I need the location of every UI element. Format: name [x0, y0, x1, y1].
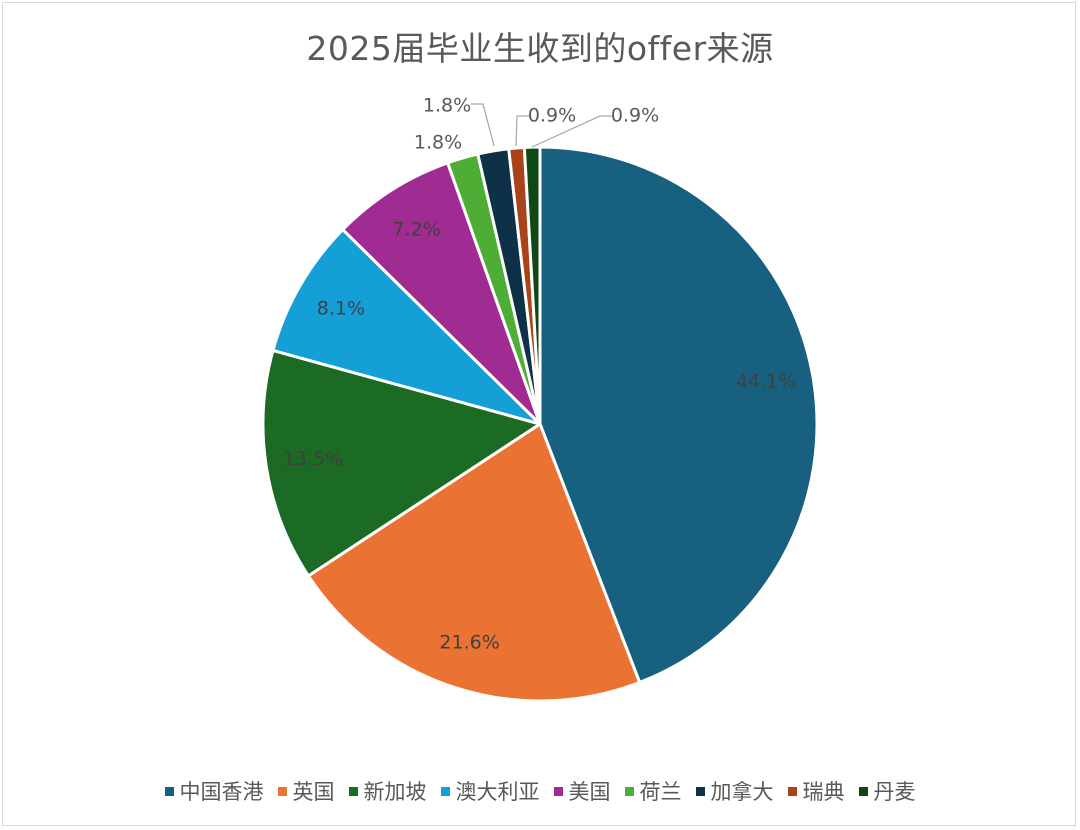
legend-swatch — [624, 786, 634, 796]
pie-slice — [341, 161, 542, 426]
legend-item: 中国香港 — [164, 776, 264, 806]
slice-label: 21.6% — [439, 631, 499, 653]
leader-line — [531, 115, 612, 148]
legend-item: 丹麦 — [858, 776, 916, 806]
legend-label: 澳大利亚 — [455, 780, 540, 804]
legend-item: 新加坡 — [348, 776, 427, 806]
pie-slice — [538, 145, 819, 684]
slice-label: 1.8% — [423, 95, 471, 117]
legend-swatch — [553, 786, 563, 796]
legend-label: 加拿大 — [710, 780, 774, 804]
chart-title: 2025届毕业生收到的offer来源 — [306, 29, 774, 68]
legend-item: 瑞典 — [787, 776, 845, 806]
legend-label: 英国 — [292, 780, 335, 804]
legend-item: 美国 — [553, 776, 611, 806]
legend-label: 荷兰 — [639, 780, 682, 804]
pie-slice — [271, 228, 542, 426]
legend-item: 加拿大 — [695, 776, 774, 806]
legend-label: 中国香港 — [179, 780, 264, 804]
legend-label: 丹麦 — [873, 780, 916, 804]
slice-label: 8.1% — [317, 298, 365, 320]
legend-swatch — [164, 786, 174, 796]
legend-label: 美国 — [568, 780, 611, 804]
legend-item: 澳大利亚 — [440, 776, 540, 806]
slice-label: 7.2% — [393, 219, 441, 241]
legend-swatch — [858, 786, 868, 796]
legend-swatch — [787, 786, 797, 796]
legend-label: 瑞典 — [802, 780, 845, 804]
pie-slice — [261, 348, 542, 578]
slice-label: 0.9% — [611, 105, 659, 127]
leader-line — [515, 115, 529, 147]
leader-line — [471, 103, 495, 147]
pie-slice — [306, 422, 642, 703]
legend-swatch — [695, 786, 705, 796]
legend-swatch — [277, 786, 287, 796]
legend-swatch — [348, 786, 358, 796]
chart-legend: 中国香港 英国 新加坡 澳大利亚 美国 荷兰 加拿大 瑞典 丹麦 — [0, 776, 1080, 806]
legend-swatch — [440, 786, 450, 796]
legend-item: 英国 — [277, 776, 335, 806]
legend-label: 新加坡 — [363, 780, 427, 804]
slice-label: 13.5% — [283, 448, 343, 470]
legend-item: 荷兰 — [624, 776, 682, 806]
slice-label: 0.9% — [528, 105, 576, 127]
slice-label: 44.1% — [736, 370, 796, 392]
slice-label: 1.8% — [414, 132, 462, 154]
